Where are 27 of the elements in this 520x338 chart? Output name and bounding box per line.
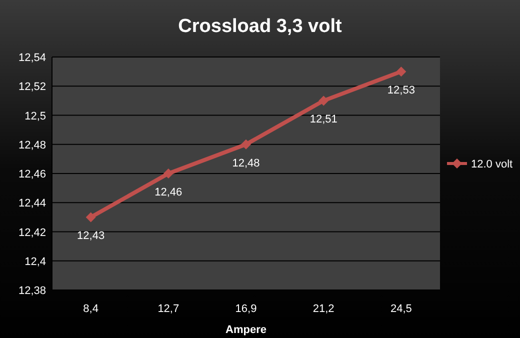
legend-label: 12.0 volt [471,158,513,170]
point [318,96,329,106]
data-label: 12,43 [77,230,105,242]
data-label: 12,51 [310,114,338,126]
y-tick-label: 12,38 [18,285,46,297]
y-tick-label: 12,48 [18,139,46,152]
y-tick-label: 12,46 [18,168,46,180]
data-label: 12,48 [232,157,260,170]
x-tick-label: 12,7 [158,303,180,315]
point [86,212,96,222]
data-label: 12,46 [154,186,182,198]
y-tick-label: 12,42 [18,226,46,239]
y-tick-label: 12,5 [24,110,46,122]
point [163,168,174,178]
x-tick-label: 16,9 [235,303,257,315]
x-axis-title: Ampere [226,324,266,336]
point [396,66,406,77]
y-tick-label: 12,44 [18,198,46,210]
chart-title: Crossload 3,3 volt [178,16,342,37]
x-tick-label: 24,5 [390,303,412,315]
point [241,139,251,150]
x-tick-label: 21,2 [312,303,334,315]
y-tick-label: 12,54 [18,52,46,64]
data-label: 12,53 [387,84,415,97]
x-tick-label: 8,4 [83,303,98,315]
y-tick-label: 12,4 [24,256,46,268]
y-tick-label: 12,52 [18,81,46,94]
